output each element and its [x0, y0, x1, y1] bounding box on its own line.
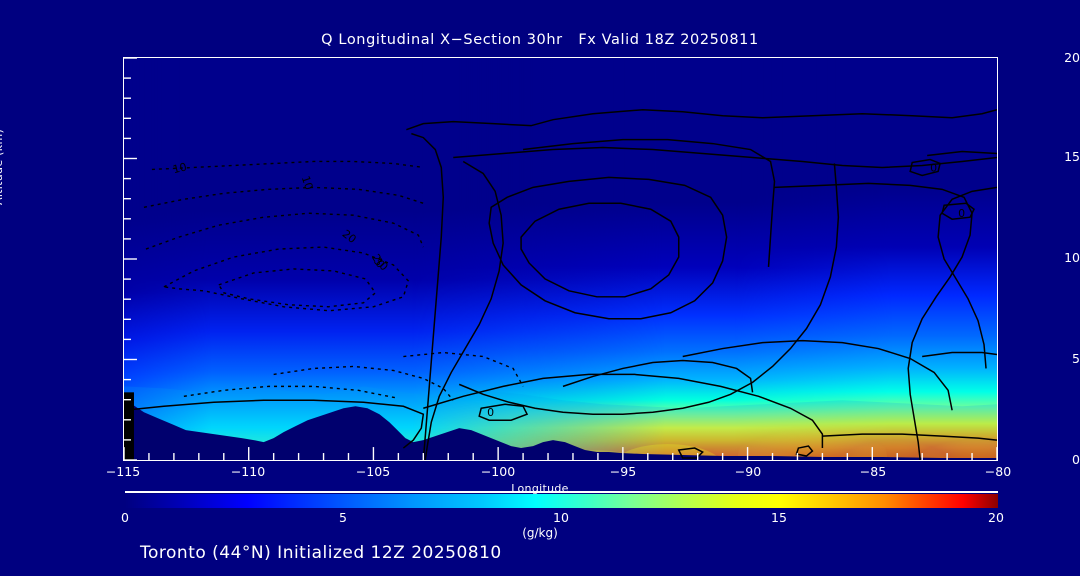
contour-label-zero-right: 0: [958, 207, 965, 220]
y-tick-20: 20: [1064, 50, 1080, 65]
x-tick-marks: [124, 447, 997, 460]
y-axis-title: Altitude (km): [0, 128, 5, 205]
contour-label-zero-upper: 0: [930, 161, 937, 174]
x-tick-100: −100: [480, 464, 516, 479]
figure-caption: Toronto (44°N) Initialized 12Z 20250810: [140, 543, 502, 563]
x-tick-110: −110: [230, 464, 266, 479]
contour-label-west-20: 20: [369, 252, 387, 271]
y-tick-5: 5: [1072, 351, 1080, 366]
colorbar-rule: [125, 491, 998, 493]
y-tick-15: 15: [1064, 149, 1080, 164]
dashed-contour-group: [143, 160, 524, 401]
plot-area: 10 20: [123, 57, 998, 461]
x-tick-115: −115: [105, 464, 141, 479]
colorbar-gradient: [125, 494, 998, 508]
plot-canvas: 10 20: [124, 58, 997, 460]
contour-label-zero-mid: 0: [487, 406, 494, 419]
chart-title: Q Longitudinal X−Section 30hr Fx Valid 1…: [321, 32, 759, 48]
colorbar-tick-10: 10: [553, 510, 569, 525]
y-tick-10: 10: [1064, 250, 1080, 265]
colorbar-tick-0: 0: [121, 510, 129, 525]
x-tick-85: −85: [859, 464, 887, 479]
contour-label-west-10: 10: [171, 160, 188, 176]
x-tick-95: −95: [609, 464, 637, 479]
humidity-cross-section: 10 20: [124, 58, 997, 460]
colorbar-tick-15: 15: [771, 510, 787, 525]
solid-contour-group: [124, 108, 997, 460]
x-tick-80: −80: [984, 464, 1012, 479]
contour-label-10: 10: [299, 174, 316, 191]
x-tick-105: −105: [355, 464, 391, 479]
tick-marks: [124, 58, 137, 460]
colorbar-unit-label: (g/kg): [522, 526, 558, 540]
colorbar-tick-20: 20: [988, 510, 1004, 525]
terrain-left-edge: [124, 392, 134, 460]
y-tick-0: 0: [1072, 452, 1080, 467]
x-tick-90: −90: [734, 464, 762, 479]
moisture-blob-east: [915, 418, 997, 460]
colorbar: [125, 494, 998, 508]
colorbar-tick-5: 5: [339, 510, 347, 525]
terrain-mask: [124, 404, 997, 460]
